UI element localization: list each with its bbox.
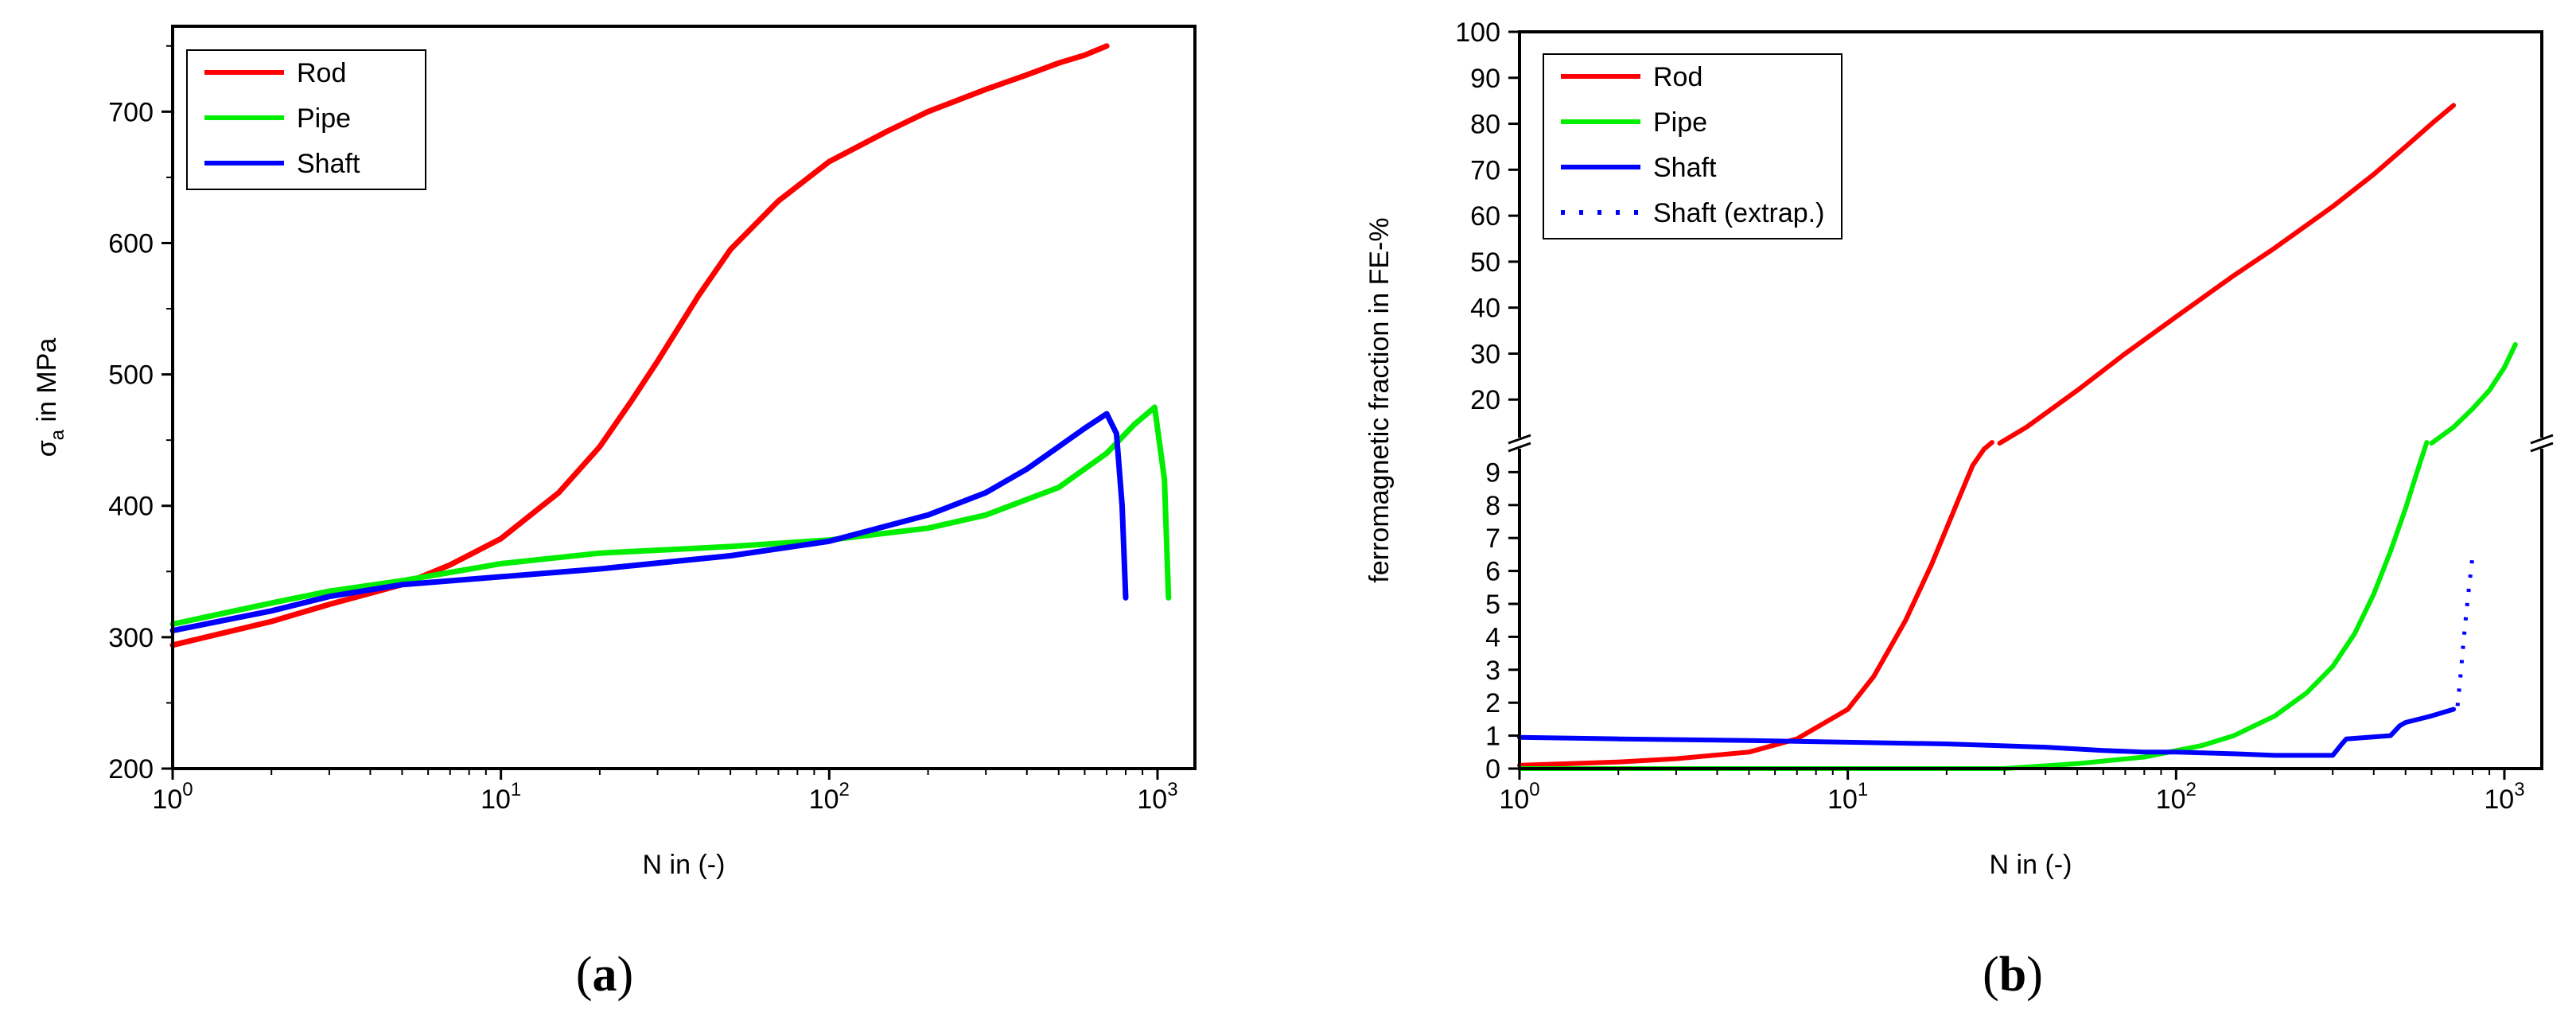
chart-b-legend-label: Shaft <box>1653 153 1717 183</box>
chart-b-x-tick-base: 10 <box>1827 784 1858 815</box>
chart-b-x-tick-base: 10 <box>2484 784 2514 815</box>
chart-b-y-tick-label: 20 <box>1470 385 1500 415</box>
chart-a-y-tick-label: 200 <box>108 754 154 784</box>
chart-a-x-tick-base: 10 <box>1137 784 1167 815</box>
chart-b-x-tick-base: 10 <box>2156 784 2186 815</box>
chart-a-series-layer <box>169 43 1172 648</box>
chart-a-y-tick-label: 600 <box>108 228 154 259</box>
chart-b-y-tick-label: 8 <box>1485 491 1500 521</box>
chart-a-x-tick-label: 100 <box>152 779 193 815</box>
chart-a-x-tick-exponent: 0 <box>182 779 193 800</box>
chart-b-legend-label: Shaft (extrap.) <box>1653 198 1824 228</box>
chart-a-frame <box>171 25 1197 770</box>
chart-a-y-axis-label-subscript: a <box>47 429 68 440</box>
chart-a-y-axis-label-symbol: σ <box>32 440 62 457</box>
chart-a-y-tick-label: 300 <box>108 623 154 653</box>
chart-a-x-tick-base: 10 <box>809 784 839 815</box>
chart-b-y-tick-label: 50 <box>1470 247 1500 278</box>
chart-b-legend-label: Pipe <box>1653 107 1707 138</box>
chart-b-x-tick-label: 101 <box>1827 779 1868 815</box>
chart-b-legend-box <box>1543 53 1843 239</box>
chart-b-y-axis-label: ferromagnetic fraction in FE-% <box>1364 217 1395 582</box>
chart-b-x-tick-label: 100 <box>1499 779 1539 815</box>
chart-b-y-tick-label: 0 <box>1485 754 1500 784</box>
chart-b-x-tick-label: 103 <box>2484 779 2524 815</box>
chart-a-panel-label: (a) <box>576 948 633 1002</box>
chart-b-y-tick-label: 60 <box>1470 201 1500 232</box>
chart-b-y-tick-label: 5 <box>1485 590 1500 620</box>
chart-b-legend: Rod Pipe Shaft Shaft (extrap.) <box>1543 53 1843 239</box>
chart-b-series-layer <box>1517 103 2518 771</box>
chart-b-y-tick-label: 70 <box>1470 155 1500 185</box>
chart-b-x-axis-label: N in (-) <box>1990 850 2072 880</box>
chart-b-y-tick-label: 2 <box>1485 688 1500 718</box>
chart-a-y-tick-label: 500 <box>108 360 154 391</box>
chart-a-legend-label: Rod <box>297 58 346 88</box>
chart-a-x-tick-exponent: 1 <box>511 779 521 800</box>
chart-b-y-tick-label: 90 <box>1470 64 1500 94</box>
chart-b-panel-label: (b) <box>1983 948 2043 1002</box>
chart-b-y-tick-label: 4 <box>1485 622 1500 652</box>
chart-a-legend-label: Pipe <box>297 103 351 134</box>
chart-a-y-tick-label: 400 <box>108 492 154 522</box>
chart-a-y-ticks: 200 300 400 500 600 700 <box>108 45 173 784</box>
chart-a-x-tick-label: 101 <box>481 779 521 815</box>
chart-a-x-tick-base: 10 <box>481 784 511 815</box>
chart-a-x-tick-label: 102 <box>809 779 850 815</box>
chart-b-x-tick-exponent: 0 <box>1529 779 1539 800</box>
chart-b-x-tick-exponent: 1 <box>1858 779 1868 800</box>
chart-a-x-tick-label: 103 <box>1137 779 1177 815</box>
chart-b-axis-break-mark <box>1508 442 1531 453</box>
chart-a-series-shaft-line <box>169 411 1129 634</box>
chart-b-x-ticks: 100 101 102 103 <box>1499 769 2525 815</box>
chart-b-x-tick-base: 10 <box>1499 784 1529 815</box>
chart-b-x-tick-exponent: 3 <box>2514 779 2524 800</box>
chart-a-x-tick-exponent: 2 <box>839 779 850 800</box>
chart-b-x-tick-exponent: 2 <box>2186 779 2197 800</box>
chart-a-x-tick-base: 10 <box>152 784 182 815</box>
chart-b-y-tick-label: 1 <box>1485 722 1500 752</box>
chart-a-y-tick-label: 700 <box>108 97 154 127</box>
chart-b-y-tick-label: 80 <box>1470 110 1500 140</box>
chart-b-series-pipe-line <box>1517 440 2430 771</box>
chart-a-x-axis-label: N in (-) <box>643 850 726 880</box>
chart-b-series-shaft-extrap-line <box>2455 554 2475 707</box>
chart-a-x-tick-exponent: 3 <box>1167 779 1177 800</box>
chart-a-x-ticks: 100 101 102 103 <box>152 769 1178 815</box>
chart-a-series-pipe-line <box>169 404 1172 627</box>
chart-b-y-tick-label: 40 <box>1470 294 1500 324</box>
chart-a-y-axis-label-rest: in MPa <box>32 338 62 430</box>
chart-a-legend-label: Shaft <box>297 149 360 179</box>
chart-b-series-shaft-line <box>1517 707 2457 758</box>
chart-a-panel-letter: a <box>593 948 617 1002</box>
chart-b-series-rod-line <box>1517 440 1994 768</box>
chart-b: 100 101 102 103 012345678920304050607080901… <box>1364 18 2554 1002</box>
chart-b-axis-break-mark <box>2530 434 2554 445</box>
chart-b-axis-break-mark <box>2530 442 2554 453</box>
chart-b-panel-letter: b <box>1999 948 2026 1002</box>
chart-b-legend-label: Rod <box>1653 62 1702 92</box>
chart-b-x-tick-label: 102 <box>2156 779 2197 815</box>
chart-b-series-rod-line <box>1997 103 2457 446</box>
chart-b-axis-break-mark <box>1508 434 1531 445</box>
chart-a-legend: Rod Pipe Shaft <box>186 49 426 190</box>
chart-a-y-axis-label: σa in MPa <box>32 338 68 457</box>
chart-b-y-tick-label: 6 <box>1485 557 1500 587</box>
chart-b-series-pipe-line <box>2429 341 2518 446</box>
chart-b-y-tick-label: 3 <box>1485 656 1500 686</box>
chart-b-y-tick-label: 100 <box>1455 18 1500 48</box>
chart-b-y-tick-label: 9 <box>1485 457 1500 488</box>
chart-b-y-tick-label: 7 <box>1485 524 1500 554</box>
chart-b-y-tick-label: 30 <box>1470 339 1500 369</box>
chart-b-axis-break <box>1508 434 2554 453</box>
